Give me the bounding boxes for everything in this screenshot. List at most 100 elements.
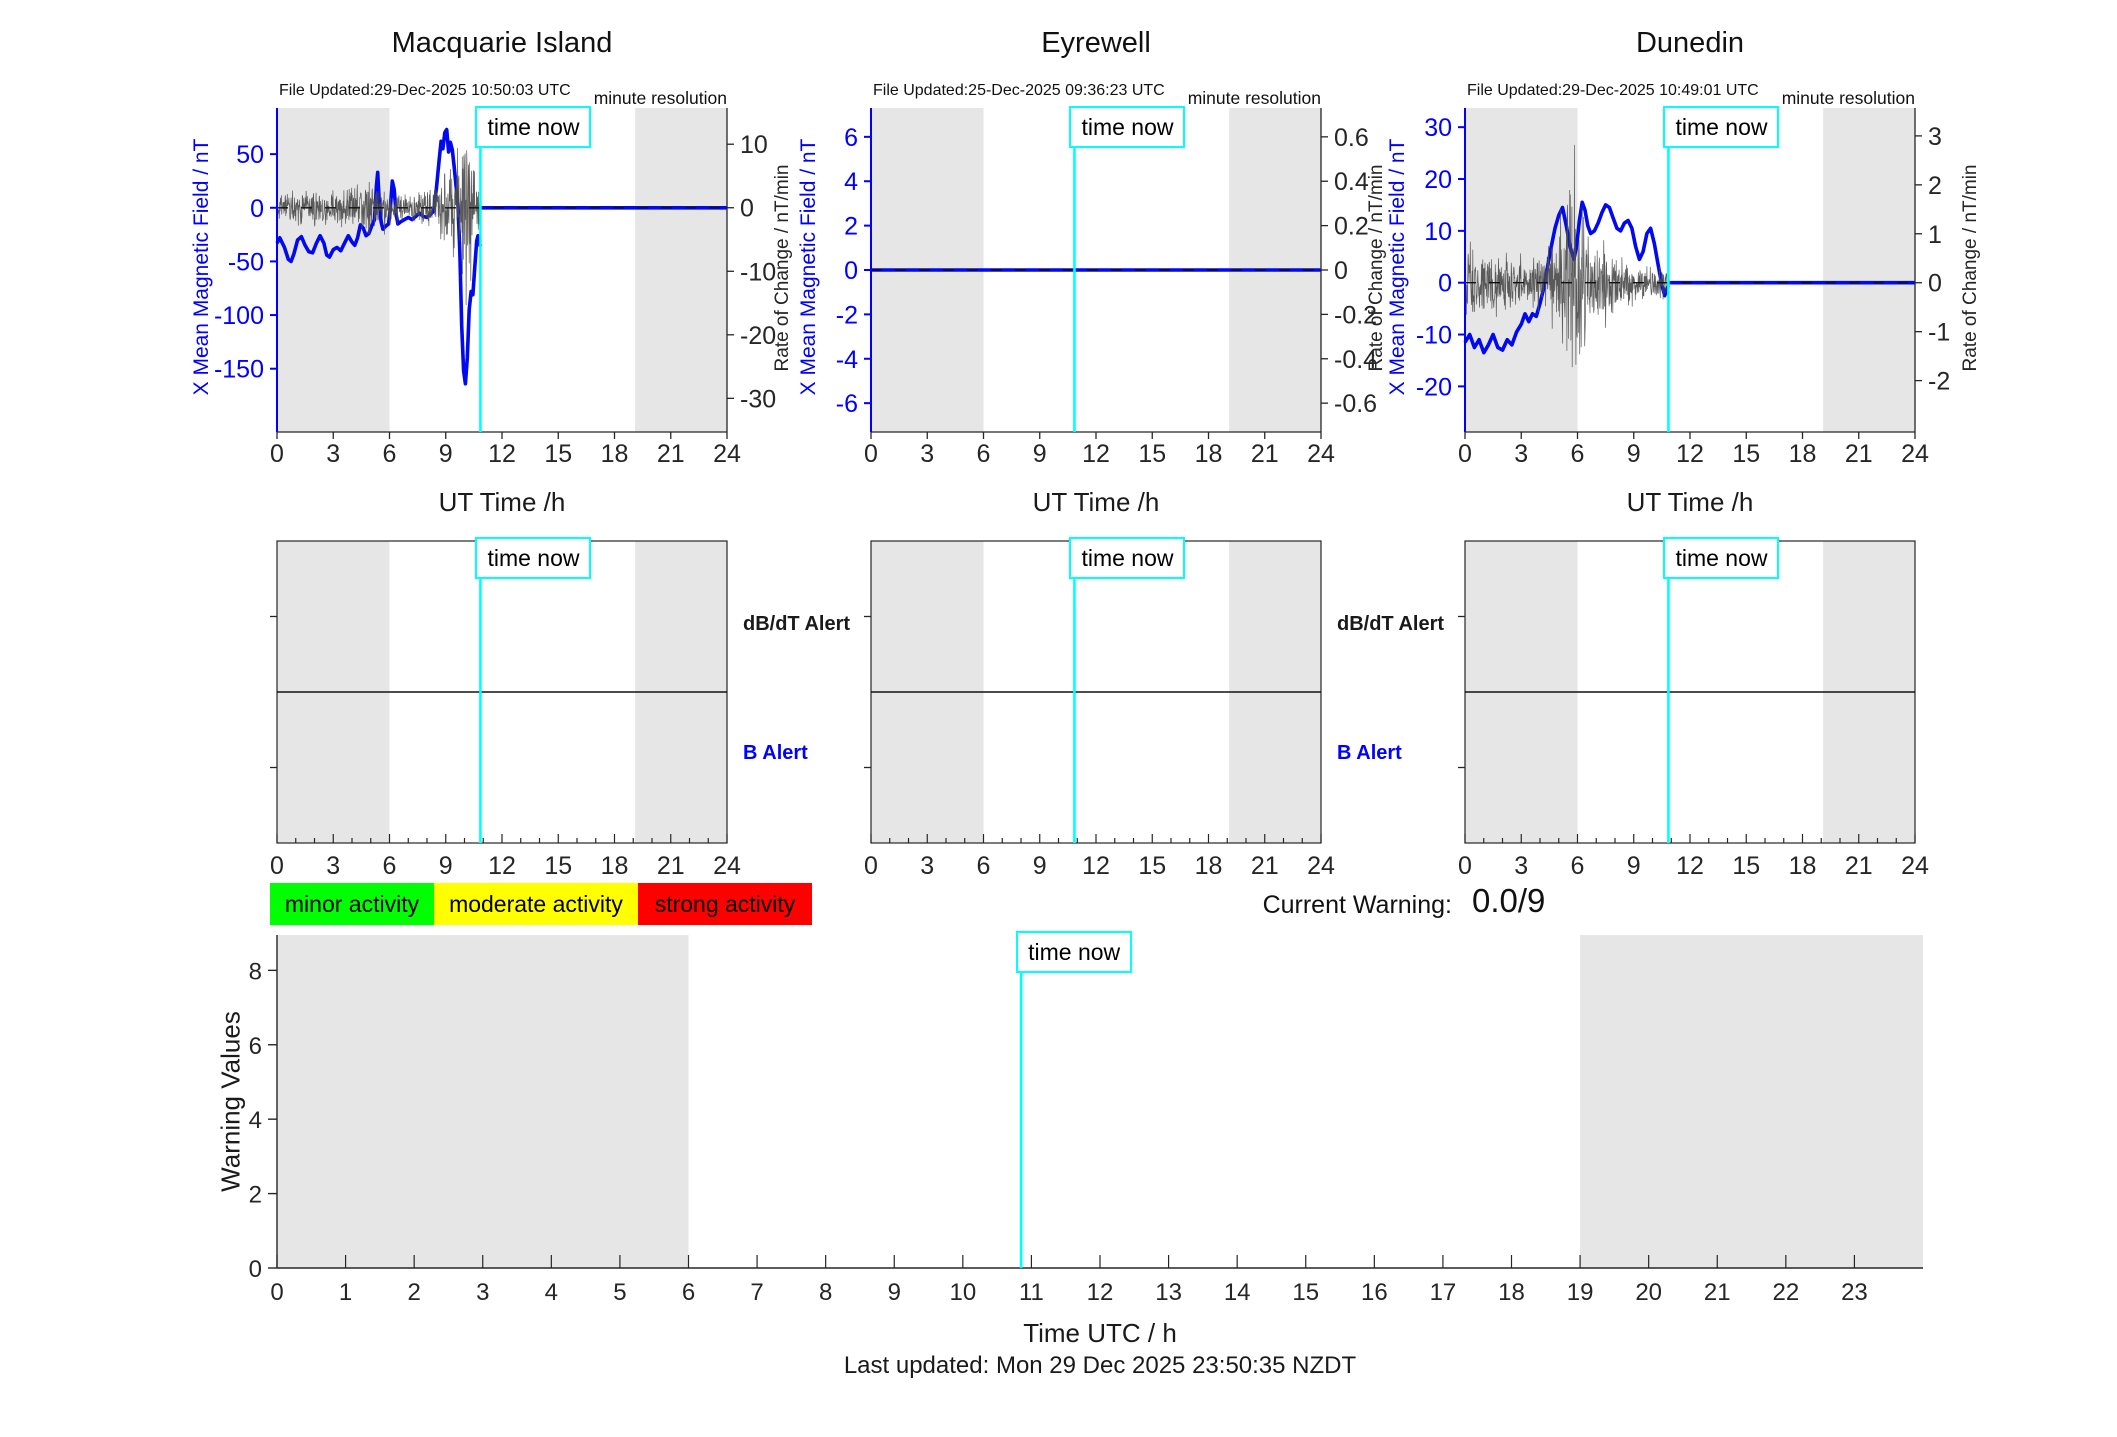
left-y-axis-label: X Mean Magnetic Field / nT (797, 138, 820, 396)
last-updated-text: Last updated: Mon 29 Dec 2025 23:50:35 N… (843, 1352, 1357, 1379)
svg-text:12: 12 (1082, 440, 1110, 468)
svg-text:9: 9 (439, 852, 453, 880)
svg-text:2: 2 (844, 213, 858, 241)
svg-text:3: 3 (1928, 123, 1942, 151)
svg-text:4: 4 (844, 168, 858, 196)
svg-text:10: 10 (949, 1279, 976, 1306)
svg-text:9: 9 (439, 440, 453, 468)
svg-text:-2: -2 (836, 301, 858, 329)
chart-title-dunedin: Dunedin (1635, 27, 1745, 59)
svg-text:21: 21 (1251, 440, 1279, 468)
legend-minor-activity: minor activity (270, 883, 434, 925)
svg-text:24: 24 (1307, 852, 1335, 880)
chart-title-macquarie: Macquarie Island (391, 27, 613, 59)
svg-text:2: 2 (1928, 172, 1942, 200)
svg-text:0.6: 0.6 (1334, 124, 1369, 152)
svg-text:-0.2: -0.2 (1334, 301, 1377, 329)
svg-text:6: 6 (383, 440, 397, 468)
svg-text:10: 10 (1424, 218, 1452, 246)
svg-text:20: 20 (1424, 166, 1452, 194)
time-now-flag: time now (1016, 931, 1133, 973)
svg-text:-30: -30 (740, 385, 776, 413)
svg-text:21: 21 (1845, 852, 1873, 880)
warning-values-axis-label: Warning Values (215, 1010, 246, 1192)
svg-text:15: 15 (544, 852, 572, 880)
svg-text:21: 21 (657, 440, 685, 468)
svg-text:15: 15 (1138, 440, 1166, 468)
svg-text:0: 0 (1334, 257, 1348, 285)
svg-text:18: 18 (1195, 852, 1223, 880)
svg-text:6: 6 (1571, 440, 1585, 468)
svg-text:0: 0 (740, 195, 754, 223)
dbdt-alert-label: dB/dT Alert (1337, 612, 1445, 635)
svg-text:12: 12 (1676, 852, 1704, 880)
svg-text:0: 0 (864, 440, 878, 468)
left-y-axis-label: X Mean Magnetic Field / nT (190, 138, 213, 396)
minute-resolution-note: minute resolution (1781, 88, 1915, 108)
x-axis-label: UT Time /h (1626, 487, 1754, 517)
svg-text:9: 9 (1627, 852, 1641, 880)
right-y-axis-label: Rate of Change / nT/min (1366, 164, 1387, 372)
svg-text:6: 6 (844, 124, 858, 152)
svg-text:6: 6 (1571, 852, 1585, 880)
svg-text:-4: -4 (836, 346, 858, 374)
svg-text:-50: -50 (228, 248, 264, 276)
svg-text:-6: -6 (836, 390, 858, 418)
current-warning-value: 0.0/9 (1472, 882, 1546, 919)
current-warning-label: Current Warning: (1262, 891, 1452, 919)
svg-text:21: 21 (1845, 440, 1873, 468)
dunedin-alert-timeline-chart: 0 3 6 9 12 15 18 21 24 (1458, 540, 1929, 880)
b-alert-label: B Alert (1337, 742, 1402, 765)
svg-text:-20: -20 (1416, 373, 1452, 401)
right-y-axis-label: Rate of Change / nT/min (772, 164, 793, 372)
svg-text:15: 15 (544, 440, 572, 468)
svg-text:13: 13 (1155, 1279, 1182, 1306)
svg-text:50: 50 (236, 141, 264, 169)
svg-text:23: 23 (1841, 1279, 1868, 1306)
svg-text:3: 3 (476, 1279, 489, 1306)
legend-strong-activity: strong activity (638, 883, 812, 925)
eyrewell-field-chart: 6 4 2 0 -2 -4 -6 0.6 0.4 0.2 0 -0.2 -0.4 -0.6 0 3 6 9 12 15… (836, 108, 1377, 468)
svg-text:5: 5 (613, 1279, 626, 1306)
svg-text:3: 3 (1514, 852, 1528, 880)
svg-text:6: 6 (383, 852, 397, 880)
svg-text:6: 6 (249, 1033, 262, 1060)
svg-text:-0.4: -0.4 (1334, 346, 1377, 374)
svg-text:-20: -20 (740, 322, 776, 350)
svg-text:2: 2 (407, 1279, 420, 1306)
svg-text:8: 8 (819, 1279, 832, 1306)
minute-resolution-note: minute resolution (593, 88, 727, 108)
svg-text:30: 30 (1424, 114, 1452, 142)
svg-text:4: 4 (545, 1279, 558, 1306)
svg-text:-2: -2 (1928, 368, 1950, 396)
macquarie-alert-timeline-chart: 0 3 6 9 12 15 18 21 24 (270, 540, 741, 880)
svg-text:9: 9 (1033, 440, 1047, 468)
svg-text:21: 21 (657, 852, 685, 880)
minute-resolution-note: minute resolution (1187, 88, 1321, 108)
time-now-flag: time now (1069, 537, 1186, 579)
svg-text:6: 6 (977, 440, 991, 468)
svg-text:1: 1 (339, 1279, 352, 1306)
svg-text:18: 18 (1195, 440, 1223, 468)
svg-text:0: 0 (864, 852, 878, 880)
svg-text:24: 24 (1307, 440, 1335, 468)
x-axis-label: UT Time /h (438, 487, 566, 517)
svg-text:18: 18 (1789, 852, 1817, 880)
svg-text:12: 12 (1087, 1279, 1114, 1306)
svg-text:0: 0 (1458, 440, 1472, 468)
right-y-axis-label: Rate of Change / nT/min (1960, 164, 1981, 372)
svg-text:-1: -1 (1928, 319, 1950, 347)
svg-text:17: 17 (1430, 1279, 1457, 1306)
svg-text:12: 12 (488, 852, 516, 880)
svg-text:0: 0 (270, 1279, 283, 1306)
left-y-axis-label: X Mean Magnetic Field / nT (1386, 138, 1409, 396)
svg-text:18: 18 (1498, 1279, 1525, 1306)
svg-text:3: 3 (326, 852, 340, 880)
svg-text:24: 24 (713, 852, 741, 880)
file-updated-dunedin: File Updated:29-Dec-2025 10:49:01 UTC (1467, 82, 1759, 99)
svg-text:-0.6: -0.6 (1334, 390, 1377, 418)
svg-text:12: 12 (1676, 440, 1704, 468)
x-axis-label: UT Time /h (1032, 487, 1160, 517)
svg-text:3: 3 (326, 440, 340, 468)
